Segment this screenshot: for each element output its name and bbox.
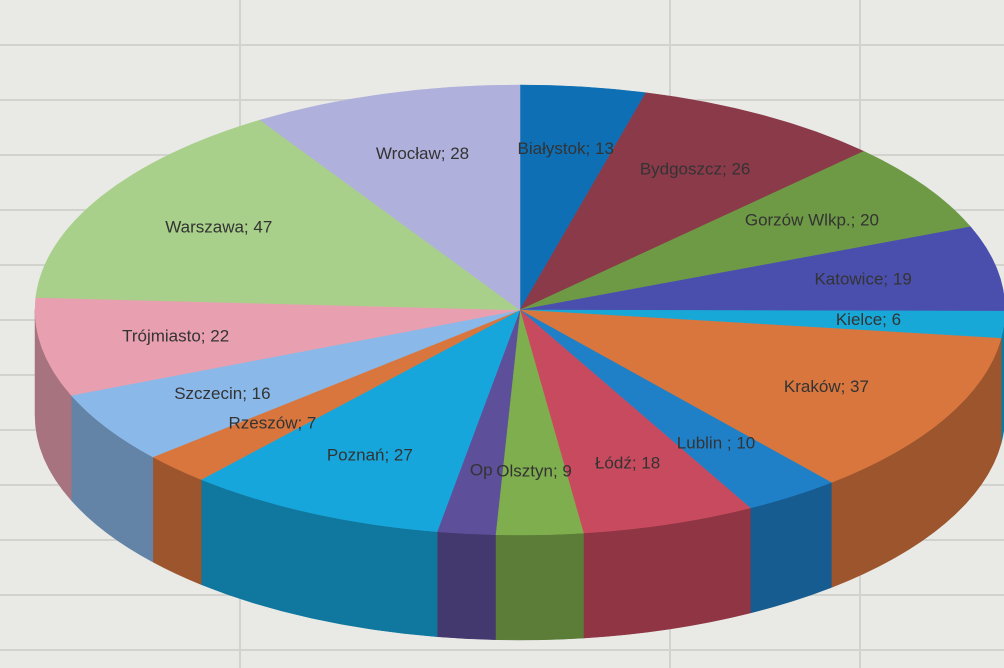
slice xyxy=(35,119,521,311)
slice-label: Katowice; 19 xyxy=(814,269,911,288)
pie-top xyxy=(34,84,1004,536)
slice-label: Kielce; 6 xyxy=(836,310,901,329)
slice xyxy=(200,309,521,532)
slice-label: Szczecin; 16 xyxy=(174,384,270,403)
slice xyxy=(519,309,751,534)
slice xyxy=(519,226,1004,312)
slice-label: Trójmiasto; 22 xyxy=(122,326,229,345)
slice-label: Łódź; 18 xyxy=(595,454,660,473)
slice-label: Lublin ; 10 xyxy=(677,434,755,453)
slice xyxy=(519,309,1002,483)
slice-side xyxy=(495,532,584,641)
slice-label: Warszawa; 47 xyxy=(165,218,272,237)
slice-label: Gorzów Wlkp.; 20 xyxy=(745,211,879,230)
slice xyxy=(34,297,521,396)
slice-label: Kraków; 37 xyxy=(784,377,869,396)
pie-sides xyxy=(34,309,1004,641)
slice-label: Wrocław; 28 xyxy=(376,144,469,163)
slice xyxy=(259,84,521,311)
slice xyxy=(519,151,972,311)
slice-label: Bydgoszcz; 26 xyxy=(640,159,751,178)
slice-label: Rzeszów; 7 xyxy=(229,414,317,433)
slice xyxy=(519,92,865,311)
slice-label: Op xyxy=(470,460,493,479)
slice-label: Poznań; 27 xyxy=(327,446,413,465)
slice-label: Olsztyn; 9 xyxy=(496,461,572,480)
slice-side xyxy=(436,531,496,640)
pie-labels: Białystok; 13 Bydgoszcz; 26 Gorzów Wlkp.; … xyxy=(122,139,912,480)
slice-label: Białystok; 13 xyxy=(518,139,614,158)
slice xyxy=(70,309,521,458)
